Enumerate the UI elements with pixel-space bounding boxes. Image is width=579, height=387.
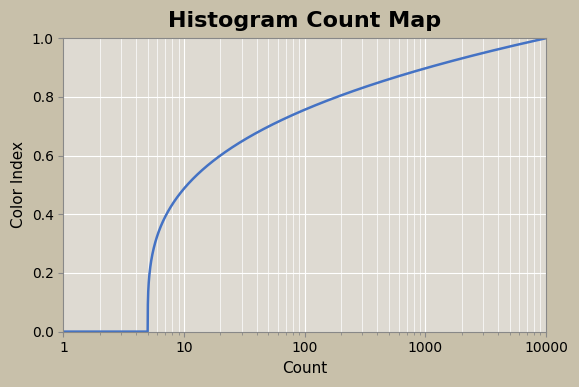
Title: Histogram Count Map: Histogram Count Map [168, 11, 441, 31]
X-axis label: Count: Count [282, 361, 327, 376]
Y-axis label: Color Index: Color Index [11, 141, 26, 228]
